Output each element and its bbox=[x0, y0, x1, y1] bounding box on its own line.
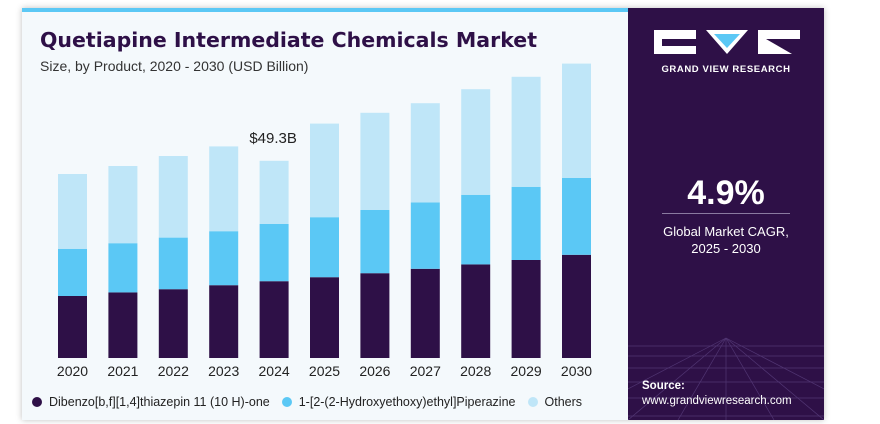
bar-2021-series-2 bbox=[108, 243, 138, 293]
bar-2021-series-1 bbox=[108, 292, 138, 358]
x-tick-label-2027: 2027 bbox=[410, 363, 441, 379]
bar-2024-series-2 bbox=[259, 224, 289, 282]
bar-2028-series-3 bbox=[461, 89, 491, 195]
bar-2020-series-1 bbox=[58, 296, 87, 358]
legend-swatch-dark bbox=[32, 397, 42, 407]
x-tick-label-2023: 2023 bbox=[208, 363, 239, 379]
cagr-label-line-2: 2025 - 2030 bbox=[691, 241, 761, 256]
x-tick-label-2021: 2021 bbox=[107, 363, 138, 379]
bar-2023-series-2 bbox=[209, 231, 239, 286]
cagr-label-line-1: Global Market CAGR, bbox=[663, 224, 789, 239]
x-tick-label-2030: 2030 bbox=[561, 363, 592, 379]
bar-2024-series-3 bbox=[259, 160, 289, 224]
bar-2023-series-1 bbox=[209, 285, 239, 358]
chart-subtitle: Size, by Product, 2020 - 2030 (USD Billi… bbox=[40, 58, 309, 74]
bar-2026-series-2 bbox=[360, 210, 390, 274]
legend-swatch-mid bbox=[281, 397, 292, 407]
bar-2025-series-3 bbox=[310, 123, 339, 218]
bar-2029-series-3 bbox=[511, 76, 541, 187]
bar-2023-series-3 bbox=[209, 146, 239, 232]
chart-title: Quetiapine Intermediate Chemicals Market bbox=[40, 28, 538, 52]
bar-2021-series-3 bbox=[108, 166, 138, 244]
x-tick-label-2028: 2028 bbox=[460, 363, 491, 379]
bar-2022-series-2 bbox=[158, 237, 188, 290]
legend-item-series-3: Others bbox=[527, 395, 583, 409]
bar-2027-series-3 bbox=[410, 103, 440, 203]
cagr-value: 4.9% bbox=[687, 174, 765, 212]
bar-value-annotation-2024: $49.3B bbox=[249, 130, 297, 147]
bar-2025-series-2 bbox=[310, 217, 339, 278]
cagr-divider bbox=[662, 213, 790, 214]
decorative-grid-floor bbox=[628, 337, 824, 420]
x-tick-label-2022: 2022 bbox=[158, 363, 189, 379]
bar-2030-series-2 bbox=[562, 178, 591, 255]
legend-item-series-1: Dibenzo[b,f][1,4]thiazepin 11 (10 H)-one bbox=[32, 395, 270, 409]
bar-2026-series-1 bbox=[360, 273, 390, 358]
x-tick-label-2024: 2024 bbox=[259, 363, 290, 379]
legend-label-series-1: Dibenzo[b,f][1,4]thiazepin 11 (10 H)-one bbox=[49, 395, 270, 409]
stacked-bar-chart: 2020 2021 2022 2023 2024 2025 2026 2027 2028 2029… bbox=[57, 63, 592, 379]
source-label: Source: bbox=[642, 380, 685, 392]
legend-swatch-light bbox=[527, 397, 538, 407]
bar-2030-series-3 bbox=[562, 63, 591, 178]
legend-item-series-2: 1-[2-(2-Hydroxyethoxy)ethyl]Piperazine bbox=[281, 395, 516, 409]
bar-2020-series-2 bbox=[58, 248, 87, 296]
bar-2025-series-1 bbox=[310, 277, 339, 358]
legend-label-series-3: Others bbox=[544, 395, 583, 409]
x-tick-label-2026: 2026 bbox=[359, 363, 390, 379]
x-tick-label-2029: 2029 bbox=[511, 363, 542, 379]
summary-panel: GRAND VIEW RESEARCH 4.9% Global Market C… bbox=[628, 8, 824, 420]
bar-2020-series-3 bbox=[58, 174, 87, 249]
bar-2027-series-1 bbox=[410, 268, 440, 358]
cagr-label: Global Market CAGR, 2025 - 2030 bbox=[628, 223, 824, 257]
brand-name: GRAND VIEW RESEARCH bbox=[661, 64, 791, 75]
bar-2028-series-2 bbox=[461, 194, 491, 265]
bar-2030-series-1 bbox=[562, 254, 591, 358]
bar-2028-series-1 bbox=[461, 264, 491, 358]
bar-2029-series-2 bbox=[511, 186, 541, 260]
bar-2022-series-3 bbox=[158, 156, 188, 238]
bar-2024-series-1 bbox=[259, 281, 289, 358]
bar-2026-series-3 bbox=[360, 112, 390, 210]
legend-label-series-2: 1-[2-(2-Hydroxyethoxy)ethyl]Piperazine bbox=[298, 395, 516, 409]
grand-view-research-logo-icon bbox=[654, 30, 800, 54]
x-tick-label-2025: 2025 bbox=[309, 363, 340, 379]
chart-legend: Dibenzo[b,f][1,4]thiazepin 11 (10 H)-one… bbox=[32, 394, 594, 410]
bar-2027-series-2 bbox=[410, 202, 440, 269]
x-tick-label-2020: 2020 bbox=[57, 363, 88, 379]
top-accent-bar bbox=[22, 8, 628, 12]
source-url[interactable]: www.grandviewresearch.com bbox=[642, 395, 792, 407]
bar-2022-series-1 bbox=[158, 289, 188, 358]
bar-2029-series-1 bbox=[511, 260, 541, 358]
